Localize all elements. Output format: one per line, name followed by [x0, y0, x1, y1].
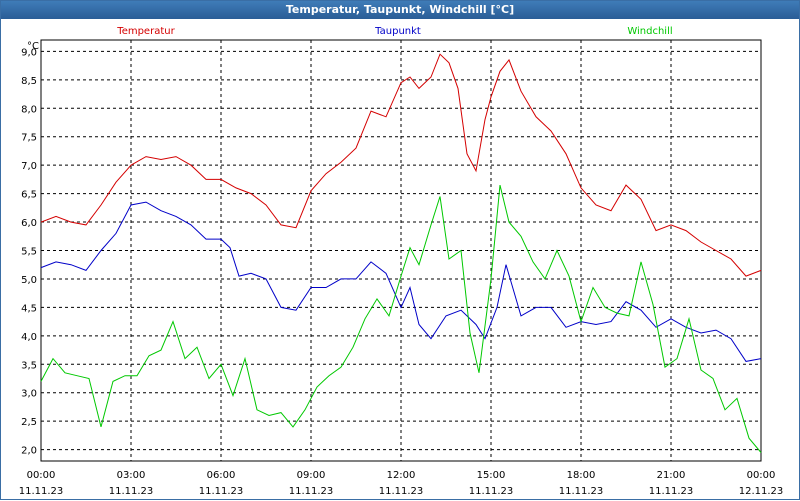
x-tick-time: 15:00 [477, 470, 506, 481]
x-tick-time: 12:00 [387, 470, 416, 481]
y-tick-label: 8,0 [21, 104, 37, 115]
legend-item-windchill: Windchill [627, 26, 672, 37]
y-tick-label: 2,0 [21, 446, 37, 457]
y-tick-label: 3,5 [21, 360, 37, 371]
x-tick-time: 18:00 [567, 470, 596, 481]
chart-title: Temperatur, Taupunkt, Windchill [°C] [1, 1, 799, 19]
y-tick-label: 5,0 [21, 275, 37, 286]
y-axis-label: °C [27, 41, 39, 52]
y-axis: 2,0 2,5 3,0 3,5 4,0 4,5 5,0 5,5 6,0 6,5 7,0 7,5 8,0 8… [21, 47, 37, 456]
series-group [40, 53, 762, 453]
y-tick-label: 8,5 [21, 76, 37, 87]
x-tick-date: 11.11.23 [109, 486, 154, 497]
x-tick-time: 00:00 [747, 470, 776, 481]
series-line-temperatur [40, 53, 762, 277]
x-tick-time: 03:00 [117, 470, 146, 481]
x-tick-time: 00:00 [27, 470, 56, 481]
x-tick-date: 11.11.23 [19, 486, 64, 497]
y-tick-label: 5,5 [21, 247, 37, 258]
x-tick-date: 11.11.23 [469, 486, 514, 497]
x-axis: 00:00 11.11.23 03:00 11.11.23 06:00 11.11.23 0… [19, 470, 784, 497]
y-tick-label: 9,0 [21, 47, 37, 58]
y-tick-label: 7,0 [21, 161, 37, 172]
legend-item-taupunkt: Taupunkt [374, 26, 421, 37]
x-tick-date: 12.11.23 [739, 486, 784, 497]
x-tick-time: 09:00 [297, 470, 326, 481]
y-tick-label: 4,0 [21, 332, 37, 343]
x-tick-date: 11.11.23 [649, 486, 694, 497]
y-tick-label: 3,0 [21, 389, 37, 400]
y-tick-label: 2,5 [21, 417, 37, 428]
legend: Temperatur Taupunkt Windchill [116, 26, 672, 37]
x-tick-date: 11.11.23 [289, 486, 334, 497]
y-tick-label: 6,0 [21, 218, 37, 229]
series-line-taupunkt [40, 201, 762, 362]
x-tick-date: 11.11.23 [379, 486, 424, 497]
legend-item-temperatur: Temperatur [116, 26, 175, 37]
series-line-windchill [40, 184, 762, 453]
y-tick-label: 7,5 [21, 133, 37, 144]
x-tick-time: 06:00 [207, 470, 236, 481]
x-tick-time: 21:00 [657, 470, 686, 481]
y-tick-label: 6,5 [21, 190, 37, 201]
x-tick-date: 11.11.23 [199, 486, 244, 497]
x-tick-date: 11.11.23 [559, 486, 604, 497]
y-tick-label: 4,5 [21, 303, 37, 314]
grid-lines [41, 40, 761, 461]
